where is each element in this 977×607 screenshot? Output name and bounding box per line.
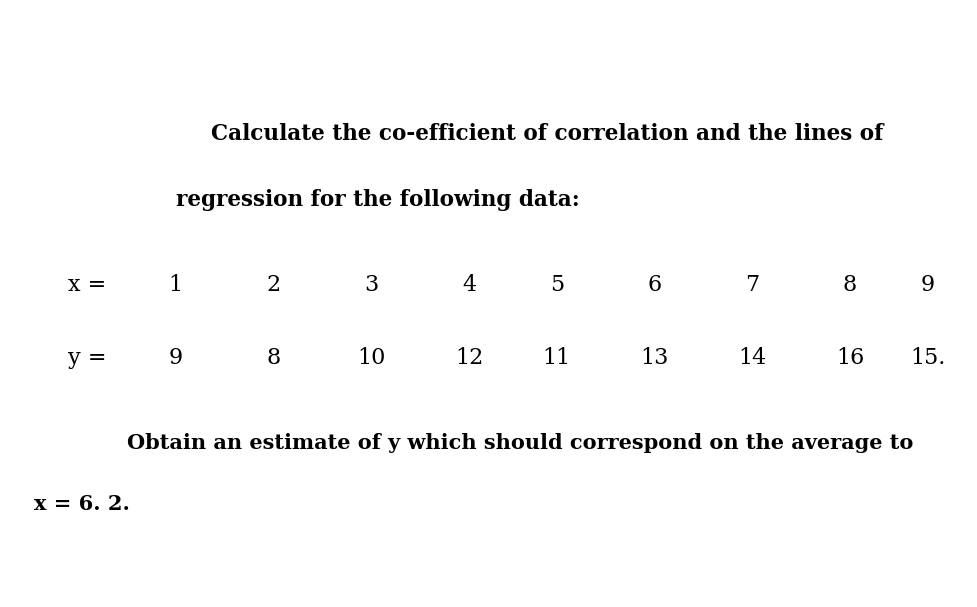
Text: 7: 7 [745,274,759,296]
Text: 9: 9 [169,347,183,369]
Text: 2: 2 [267,274,280,296]
Text: 8: 8 [843,274,857,296]
Text: 8: 8 [267,347,280,369]
Text: 5: 5 [550,274,564,296]
Text: x = 6. 2.: x = 6. 2. [34,494,130,514]
Text: 12: 12 [455,347,483,369]
Text: y =: y = [68,347,106,369]
Text: Calculate the co-efficient of correlation and the lines of: Calculate the co-efficient of correlatio… [211,123,883,144]
Text: 10: 10 [357,347,386,369]
Text: 14: 14 [739,347,766,369]
Text: 6: 6 [648,274,661,296]
Text: 1: 1 [169,274,183,296]
Text: 3: 3 [364,274,378,296]
Text: 16: 16 [836,347,864,369]
Text: 9: 9 [921,274,935,296]
Text: Obtain an estimate of y which should correspond on the average to: Obtain an estimate of y which should cor… [127,433,913,453]
Text: 11: 11 [543,347,571,369]
Text: x =: x = [68,274,106,296]
Text: 15.: 15. [911,347,946,369]
Text: regression for the following data:: regression for the following data: [176,189,579,211]
Text: 13: 13 [640,347,669,369]
Text: 4: 4 [462,274,476,296]
